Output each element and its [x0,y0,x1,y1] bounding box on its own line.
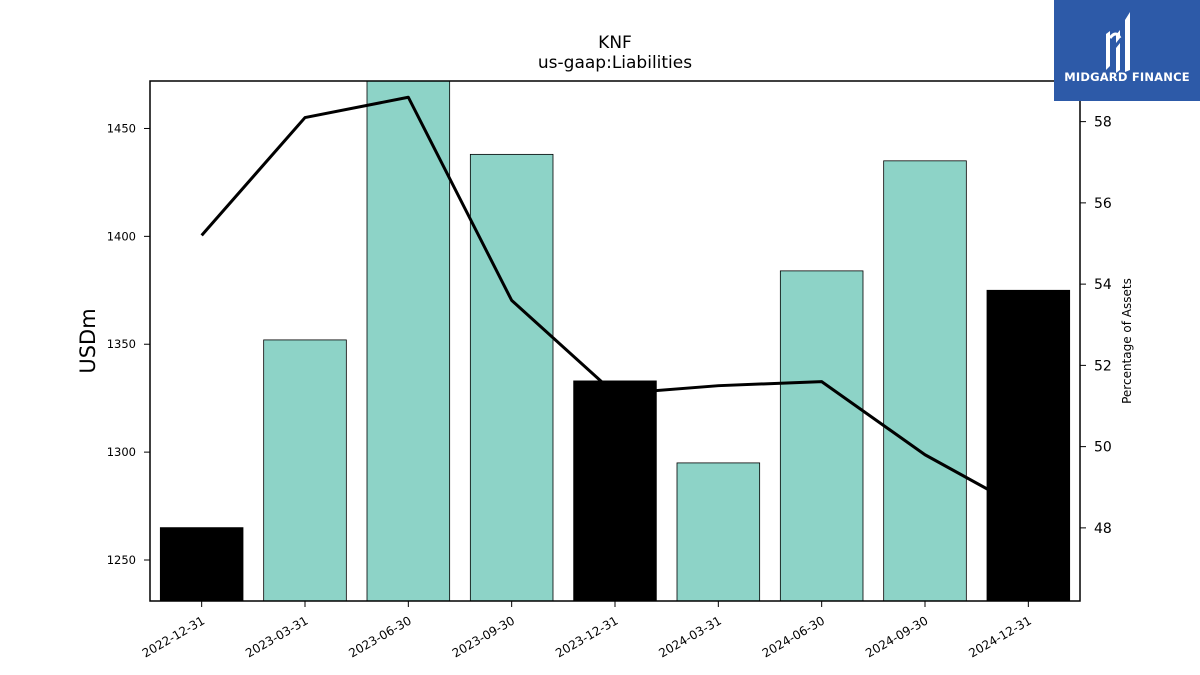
y-axis-left: 1250 1300 1350 1400 1450 [107,121,150,567]
logo-mark-icon [1106,12,1130,73]
x-tick-label: 2023-06-30 [346,613,413,660]
x-tick-label: 2023-09-30 [450,613,517,660]
bar-2023-03-31 [263,339,347,602]
bars-layer [159,80,1071,602]
y-tick-label: 1400 [107,229,136,243]
x-tick-label: 2024-06-30 [760,613,827,660]
bar-2024-09-30 [883,160,967,602]
x-axis: 2022-12-31 2023-03-31 2023-06-30 2023-09-30… [140,601,1034,660]
x-tick-label: 2024-03-31 [656,613,723,660]
y2-tick-label: 56 [1094,196,1112,212]
y-tick-label: 1350 [107,337,136,351]
bar-2024-12-31 [986,289,1071,602]
x-tick-label: 2023-12-31 [553,613,620,660]
logo-text: MIDGARD FINANCE [1064,70,1190,84]
y2-tick-label: 58 [1094,115,1112,131]
y2-tick-label: 50 [1094,440,1112,456]
bar-2023-06-30 [366,80,451,602]
y-tick-label: 1250 [107,553,136,567]
brand-logo: MIDGARD FINANCE [1054,0,1200,101]
x-tick-label: 2023-03-31 [243,613,310,660]
y-tick-label: 1450 [107,121,136,135]
bar-2023-12-31 [573,380,657,602]
y-axis-right: 48 50 52 54 56 58 [1080,115,1112,537]
line-layer [200,95,1030,513]
y2-axis-label: Percentage of Assets [1120,278,1134,404]
x-tick-label: 2024-12-31 [966,613,1033,660]
bar-2024-03-31 [676,462,761,602]
x-tick-label: 2024-09-30 [863,613,930,660]
y2-tick-label: 52 [1094,358,1112,374]
percentage-line [200,95,1030,513]
bar-2024-06-30 [779,270,864,602]
chart-subtitle: us-gaap:Liabilities [538,53,692,73]
bar-2023-09-30 [469,153,554,602]
bar-2022-12-31 [159,527,244,602]
x-tick-label: 2022-12-31 [140,613,207,660]
y-tick-label: 1300 [107,445,136,459]
chart-title: KNF [598,33,632,53]
y-axis-label: USDm [76,308,100,373]
y2-tick-label: 54 [1094,277,1112,293]
y2-tick-label: 48 [1094,521,1112,537]
